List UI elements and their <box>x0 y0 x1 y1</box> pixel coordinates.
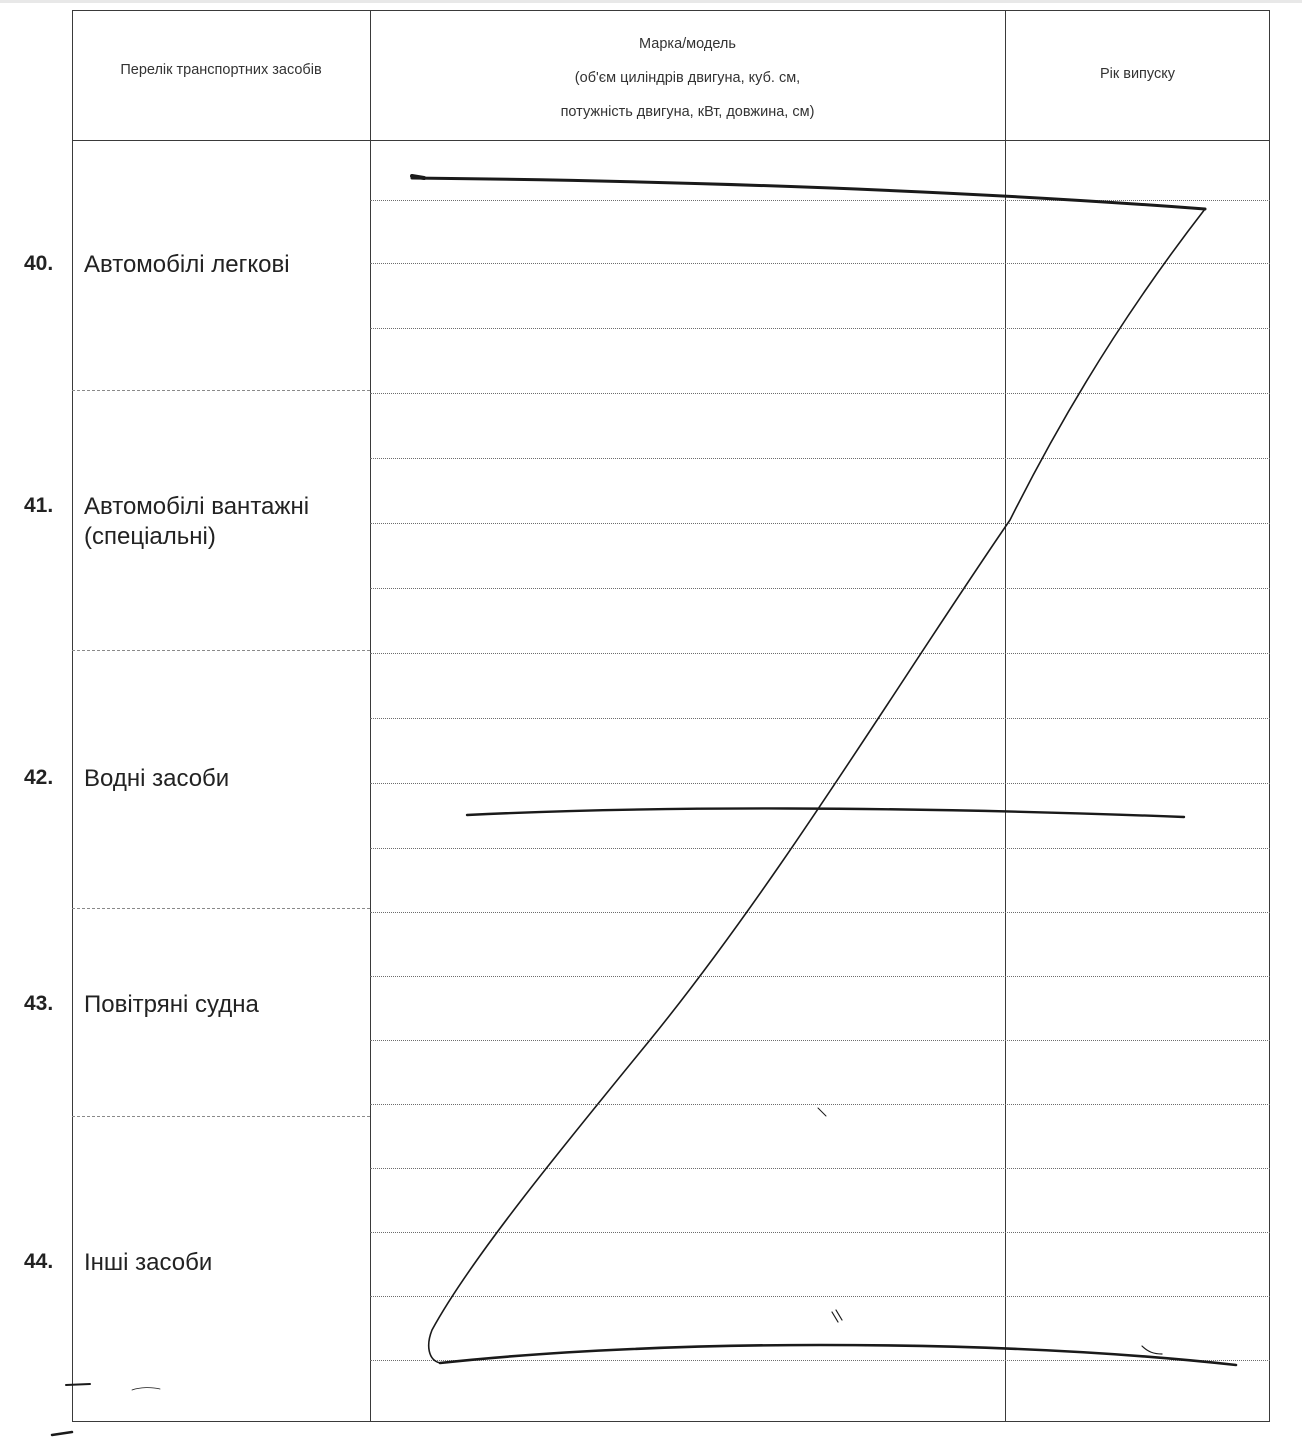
entry-line <box>370 1040 1270 1041</box>
header-make-model-line3: потужність двигуна, кВт, довжина, см) <box>560 104 815 120</box>
header-make-model-line2: (об'єм циліндрів двигуна, куб. см, <box>574 70 801 86</box>
row-label-trucks-special: (спеціальні) <box>84 523 216 550</box>
header-divider <box>72 140 1270 141</box>
row-divider-42-43 <box>72 908 370 909</box>
column-divider-2 <box>1005 10 1006 1422</box>
vehicles-table <box>72 10 1270 1422</box>
row-number-43: 43. <box>24 992 54 1015</box>
entry-line <box>370 263 1270 264</box>
entry-line <box>370 976 1270 977</box>
entry-line <box>370 1104 1270 1105</box>
entry-line <box>370 328 1270 329</box>
entry-line <box>370 848 1270 849</box>
entry-line <box>370 1168 1270 1169</box>
entry-line <box>370 718 1270 719</box>
entry-line <box>370 653 1270 654</box>
header-make-model-line1: Марка/модель <box>639 36 736 52</box>
entry-line <box>370 393 1270 394</box>
entry-line <box>370 458 1270 459</box>
row-divider-41-42 <box>72 650 370 651</box>
row-label-water-vehicles: Водні засоби <box>84 765 230 792</box>
page-top-edge <box>0 0 1302 3</box>
row-label-passenger-cars: Автомобілі легкові <box>84 251 290 278</box>
entry-line <box>370 912 1270 913</box>
row-number-40: 40. <box>24 252 54 275</box>
row-divider-43-44 <box>72 1116 370 1117</box>
entry-line <box>370 200 1270 201</box>
entry-line <box>370 1296 1270 1297</box>
row-divider-40-41 <box>72 390 370 391</box>
row-number-42: 42. <box>24 766 54 789</box>
header-vehicles-list: Перелік транспортних засобів <box>120 62 322 78</box>
row-label-trucks: Автомобілі вантажні <box>84 493 310 520</box>
entry-line <box>370 1360 1270 1361</box>
entry-line <box>370 523 1270 524</box>
column-divider-1 <box>370 10 371 1422</box>
row-number-41: 41. <box>24 494 54 517</box>
row-label-other-vehicles: Інші засоби <box>84 1249 213 1276</box>
entry-line <box>370 588 1270 589</box>
entry-line <box>370 1232 1270 1233</box>
row-label-aircraft: Повітряні судна <box>84 991 259 1018</box>
header-year: Рік випуску <box>1099 66 1175 82</box>
row-number-44: 44. <box>24 1250 54 1273</box>
entry-line <box>370 783 1270 784</box>
